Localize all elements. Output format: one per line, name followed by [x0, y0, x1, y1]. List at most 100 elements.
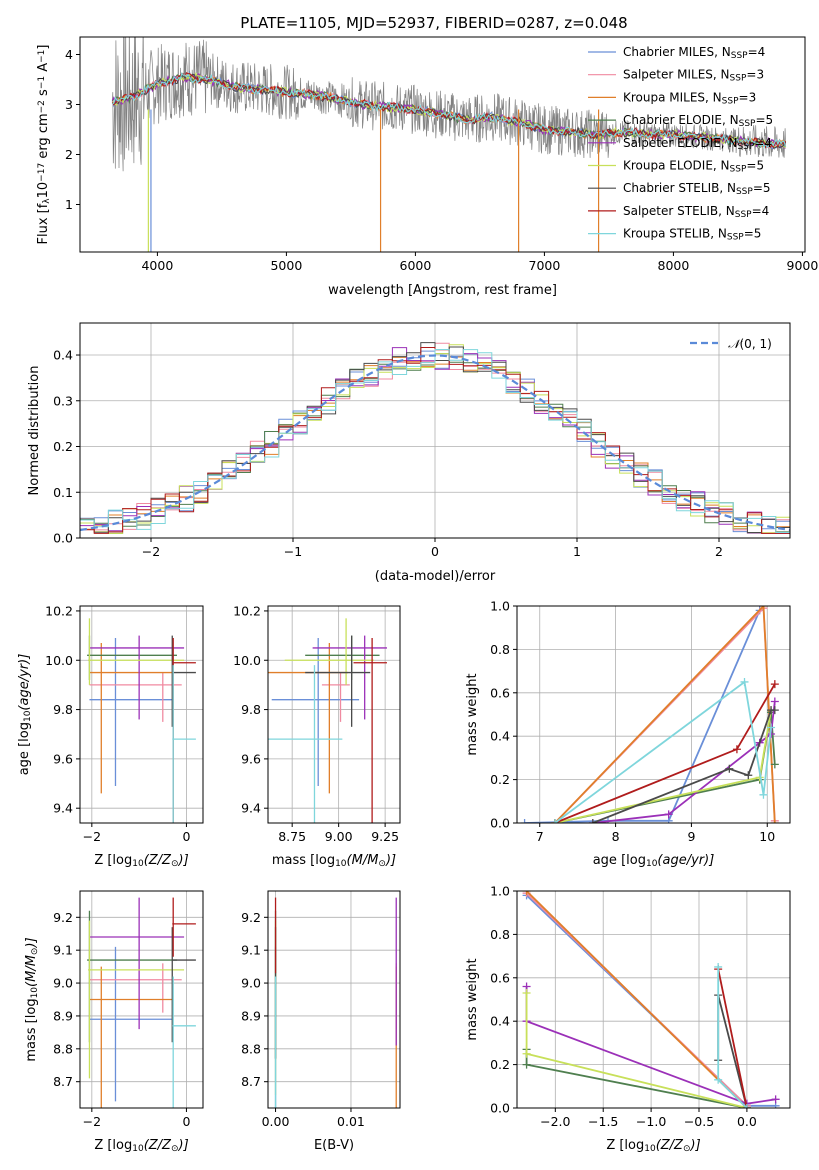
- y-tick-label: 9.2: [53, 910, 73, 925]
- y-tick-label: 8.7: [241, 1074, 261, 1089]
- y-axis-label: mass weight: [465, 673, 480, 755]
- y-tick-label: 10.2: [45, 603, 73, 618]
- model-spectrum-7: [111, 72, 787, 149]
- axes-mass_weight_vs_Z: −2.0 −1.5 −1.0 −0.5 0.0 0.0 0.2 0.4 0.6 0.8 1.0 Z […: [465, 884, 791, 1154]
- legend-entry: 𝒩(0, 1): [728, 337, 772, 351]
- x-axis-label: E(B-V): [314, 1138, 354, 1153]
- y-axis-label: mass weight: [465, 958, 480, 1040]
- x-tick-label: −2: [83, 1114, 101, 1129]
- y-tick-label: 1.0: [490, 599, 510, 614]
- data-point-marker: [522, 1049, 531, 1058]
- axes-frame: [516, 890, 791, 1109]
- y-tick-label: 0.4: [490, 729, 510, 744]
- x-tick-label: 8000: [658, 258, 690, 273]
- plot-area-residual_distribution: [80, 342, 790, 534]
- data-point-marker: [759, 790, 768, 799]
- x-tick-label: 6000: [400, 258, 432, 273]
- x-tick-label: 0.00: [262, 1114, 290, 1129]
- axes-age_vs_mass: 8.75 9.00 9.25 9.4 9.6 9.8 10.0 10.2 mass [log10…: [233, 603, 401, 869]
- y-tick-label: 0.0: [53, 531, 73, 546]
- y-tick-label: 8.9: [241, 1008, 261, 1023]
- legend-entry: Kroupa STELIB, NSSP=5: [623, 227, 761, 243]
- y-tick-label: 10.0: [233, 653, 261, 668]
- data-point-marker: [522, 891, 531, 895]
- y-tick-label: 8.8: [241, 1041, 261, 1056]
- axes-mass_vs_Z: −2 0 8.7 8.8 8.9 9.0 9.1 9.2 Z [log10(Z/Z⊙)] mass…: [24, 890, 204, 1154]
- x-tick-label: 4000: [141, 258, 173, 273]
- y-tick-label: 0.0: [490, 816, 510, 831]
- data-point-marker: [770, 697, 779, 706]
- y-tick-label: 0.8: [490, 927, 510, 942]
- observed-spectrum: [111, 37, 786, 172]
- data-point-marker: [522, 988, 531, 997]
- x-tick-label: 2: [715, 544, 723, 559]
- y-tick-label: 9.6: [53, 751, 73, 766]
- data-point-marker: [770, 706, 779, 715]
- mass-weight-line-2: [554, 606, 776, 823]
- x-tick-label: −1.0: [636, 1114, 666, 1129]
- x-tick-label: 0.0: [737, 1114, 757, 1129]
- axes-frame: [79, 890, 204, 1109]
- y-tick-label: 0.6: [490, 970, 510, 985]
- legend-entry: Salpeter STELIB, NSSP=4: [623, 204, 769, 220]
- legend-entry: Salpeter ELODIE, NSSP=4: [623, 136, 772, 152]
- y-tick-label: 3: [65, 97, 73, 112]
- x-tick-label: −1: [284, 544, 302, 559]
- axes-frame: [79, 605, 204, 824]
- y-tick-label: 9.0: [53, 976, 73, 991]
- y-tick-label: 9.6: [241, 751, 261, 766]
- y-tick-label: 0.0: [490, 1101, 510, 1116]
- plot-area-age_vs_mass: [268, 618, 387, 823]
- y-tick-label: 8.7: [53, 1074, 73, 1089]
- data-point-marker: [767, 723, 776, 732]
- x-tick-label: −0.5: [684, 1114, 714, 1129]
- y-tick-label: 9.4: [53, 801, 73, 816]
- data-point-marker: [550, 819, 559, 823]
- x-tick-label: 7000: [529, 258, 561, 273]
- y-tick-label: 9.0: [241, 976, 261, 991]
- y-tick-label: 0.6: [490, 685, 510, 700]
- x-axis-label: Z [log10(Z/Z⊙)]: [94, 1138, 188, 1154]
- data-point-marker: [725, 764, 734, 773]
- y-tick-label: 0.2: [53, 439, 73, 454]
- y-tick-label: 2: [65, 147, 73, 162]
- x-axis-label: Z [log10(Z/Z⊙)]: [94, 853, 188, 869]
- x-tick-label: 8.75: [278, 829, 306, 844]
- legend-entry: Chabrier STELIB, NSSP=5: [623, 181, 771, 197]
- plot-area-mass_weight_vs_age: [520, 606, 779, 823]
- x-tick-label: −2: [142, 544, 160, 559]
- plot-area-mass_vs_Z: [87, 897, 196, 1108]
- x-axis-label: (data-model)/error: [375, 569, 496, 584]
- x-axis-label: wavelength [Angstrom, rest frame]: [328, 283, 557, 298]
- axes-spectrum: 4000 5000 6000 7000 8000 9000 1 2 3 4 wavelength […: [36, 36, 818, 298]
- x-tick-label: 5000: [270, 258, 302, 273]
- y-tick-label: 9.1: [241, 943, 261, 958]
- mass-weight-line-7: [717, 968, 748, 1108]
- x-axis-label: age [log10(age/yr)]: [593, 853, 715, 869]
- data-point-marker: [770, 760, 779, 769]
- y-axis-label: age [log10(age/yr)]: [17, 654, 33, 776]
- y-tick-label: 0.8: [490, 642, 510, 657]
- figure-title: PLATE=1105, MJD=52937, FIBERID=0287, z=0…: [240, 14, 627, 32]
- x-tick-label: 9.25: [371, 829, 399, 844]
- x-tick-label: 0: [431, 544, 439, 559]
- legend-entry: Kroupa MILES, NSSP=3: [623, 90, 756, 106]
- y-tick-label: 0.4: [53, 348, 73, 363]
- y-tick-label: 9.1: [53, 943, 73, 958]
- data-point-marker: [522, 1060, 531, 1069]
- y-axis-label: mass [log10(M/M⊙)]: [24, 937, 40, 1061]
- legend: Chabrier MILES, NSSP=4 Salpeter MILES, NS…: [588, 45, 773, 243]
- mass-weight-line-8: [554, 680, 772, 823]
- axes-mass_weight_vs_age: 7 8 9 10 0.0 0.2 0.4 0.6 0.8 1.0 age [log10(age/yr…: [465, 599, 791, 869]
- axes-age_vs_Z: −2 0 9.4 9.6 9.8 10.0 10.2 Z [log10(Z/Z⊙)] age […: [17, 603, 204, 869]
- x-tick-label: 7: [536, 829, 544, 844]
- y-tick-label: 9.8: [241, 702, 261, 717]
- x-tick-label: 0: [182, 1114, 190, 1129]
- y-tick-label: 0.1: [53, 485, 73, 500]
- axes-frame: [79, 36, 806, 253]
- x-tick-label: 1: [573, 544, 581, 559]
- axes-mass_vs_ebv: 0.00 0.01 8.7 8.8 8.9 9.0 9.1 9.2 E(B-V): [241, 890, 401, 1153]
- axes-residual_distribution: −2 −1 0 1 2 0.0 0.1 0.2 0.3 0.4 (data-model)/error…: [27, 322, 791, 584]
- x-tick-label: 9: [687, 829, 695, 844]
